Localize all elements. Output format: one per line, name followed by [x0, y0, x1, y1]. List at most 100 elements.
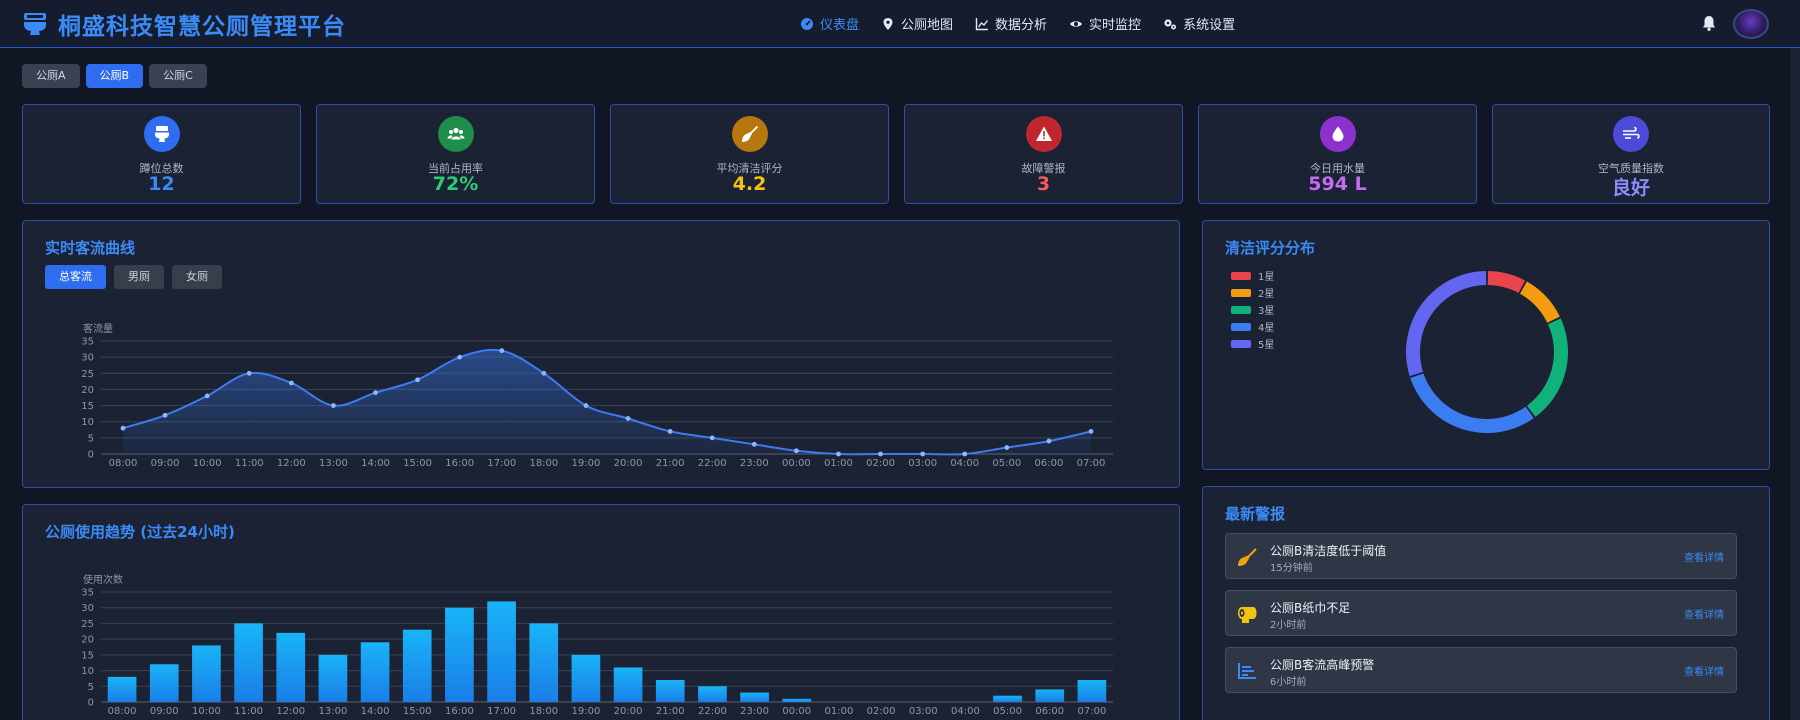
legend-swatch — [1231, 339, 1251, 348]
chip-male[interactable]: 男厕 — [114, 265, 164, 289]
gears-icon — [1164, 18, 1177, 29]
stat-value: 72% — [432, 173, 479, 195]
x-tick-label: 05:00 — [992, 458, 1021, 469]
y-tick-label: 0 — [88, 450, 94, 461]
x-tick-label: 19:00 — [572, 706, 601, 717]
legend-swatch — [1231, 271, 1251, 280]
y-tick-label: 25 — [81, 369, 94, 380]
clean-score-title: 清洁评分分布 — [1225, 239, 1316, 257]
series-area — [123, 349, 1091, 455]
x-tick-label: 00:00 — [782, 706, 811, 717]
toilet-icon — [24, 13, 46, 35]
bell-icon[interactable] — [1700, 14, 1718, 32]
x-tick-label: 03:00 — [908, 458, 937, 469]
nav-dashboard[interactable]: 仪表盘 — [800, 14, 859, 33]
x-tick-label: 09:00 — [151, 458, 180, 469]
tab-toilet-b[interactable]: 公厕B — [85, 64, 144, 88]
brand[interactable]: 桐盛科技智慧公厕管理平台 — [22, 10, 346, 40]
legend-item[interactable]: 4星 — [1231, 318, 1274, 335]
x-tick-label: 15:00 — [403, 458, 432, 469]
clean-score-panel: 清洁评分分布 1星 2星 3星 4星 5星 — [1202, 220, 1770, 470]
line-chart-icon — [975, 17, 989, 30]
donut-slice — [1520, 281, 1560, 323]
stat-value: 良好 — [1611, 177, 1650, 199]
x-tick-label: 09:00 — [150, 706, 179, 717]
x-tick-label: 14:00 — [361, 458, 390, 469]
chip-female[interactable]: 女厕 — [172, 265, 222, 289]
alert-details-link[interactable]: 查看详情 — [1684, 610, 1724, 621]
alert-time: 6小时前 — [1270, 677, 1307, 688]
bar — [318, 654, 348, 702]
x-tick-label: 22:00 — [698, 458, 727, 469]
data-point — [1004, 445, 1010, 450]
clean-score-donut — [1406, 271, 1568, 433]
data-point — [836, 451, 841, 457]
tab-toilet-c[interactable]: 公厕C — [149, 64, 207, 88]
stat-label: 当前占用率 — [428, 162, 483, 175]
bar — [613, 667, 643, 702]
stat-value: 4.2 — [732, 173, 767, 195]
nav-monitor[interactable]: 实时监控 — [1069, 14, 1141, 33]
broom-icon — [1238, 548, 1257, 566]
alert-item[interactable]: 公厕B客流高峰预警 6小时前 查看详情 — [1225, 647, 1737, 693]
y-tick-label: 15 — [81, 650, 94, 661]
data-point — [1088, 429, 1094, 434]
alert-title: 公厕B纸巾不足 — [1270, 601, 1351, 615]
alert-item[interactable]: 公厕B清洁度低于阈值 15分钟前 查看详情 — [1225, 533, 1737, 579]
data-point — [1046, 438, 1052, 444]
data-point — [583, 403, 589, 408]
y-tick-label: 10 — [81, 666, 94, 677]
bar — [402, 629, 432, 702]
tab-toilet-a[interactable]: 公厕A — [22, 64, 80, 88]
nav-analytics[interactable]: 数据分析 — [975, 14, 1047, 33]
data-point — [709, 435, 715, 441]
data-point — [120, 425, 126, 431]
stat-card-water: 今日用水量 594 L — [1198, 104, 1477, 204]
x-tick-label: 10:00 — [192, 706, 221, 717]
legend-item[interactable]: 3星 — [1231, 301, 1274, 318]
scrollbar[interactable] — [1790, 48, 1800, 720]
x-tick-label: 08:00 — [109, 458, 138, 469]
broom-icon — [741, 125, 758, 142]
flow-line-chart: 0 5 10 15 20 25 30 35 客流量 08:00 09:00 10:00 11:00 12:… — [81, 322, 1113, 469]
water-drop-icon — [1332, 126, 1343, 142]
legend-item[interactable]: 5星 — [1231, 335, 1274, 352]
data-point — [162, 412, 168, 418]
bar — [993, 695, 1022, 702]
clean-score-legend: 1星 2星 3星 4星 5星 — [1231, 267, 1274, 352]
legend-label: 2星 — [1258, 289, 1275, 300]
x-tick-label: 07:00 — [1078, 706, 1107, 717]
data-point — [457, 354, 463, 360]
chart-area-icon — [1238, 663, 1256, 679]
stat-icon-bg — [1613, 116, 1649, 152]
x-tick-label: 10:00 — [193, 458, 222, 469]
x-tick-label: 03:00 — [909, 706, 938, 717]
bar — [149, 664, 179, 702]
alert-details-link[interactable]: 查看详情 — [1684, 553, 1724, 564]
avatar[interactable] — [1733, 9, 1769, 39]
x-tick-label: 11:00 — [235, 458, 264, 469]
x-tick-label: 23:00 — [740, 706, 769, 717]
legend-item[interactable]: 1星 — [1231, 267, 1274, 284]
alert-details-link[interactable]: 查看详情 — [1684, 667, 1724, 678]
x-tick-label: 00:00 — [782, 458, 811, 469]
alert-time: 2小时前 — [1270, 620, 1307, 631]
chip-total-flow[interactable]: 总客流 — [45, 265, 106, 289]
legend-item[interactable]: 2星 — [1231, 284, 1274, 301]
donut-slice — [1487, 271, 1526, 293]
legend-swatch — [1231, 322, 1251, 331]
nav-settings[interactable]: 系统设置 — [1163, 14, 1235, 33]
x-tick-label: 01:00 — [824, 458, 853, 469]
toilet-tabs: 公厕A 公厕B 公厕C — [22, 64, 207, 88]
data-point — [246, 370, 252, 376]
bar — [360, 642, 390, 702]
legend-label: 1星 — [1258, 272, 1275, 283]
y-tick-label: 0 — [88, 698, 94, 709]
eye-icon — [1070, 20, 1083, 27]
bar — [1077, 680, 1107, 702]
stat-card-clean-score: 平均清洁评分 4.2 — [610, 104, 889, 204]
bar — [487, 601, 516, 702]
gauge-icon — [801, 17, 813, 30]
alert-item[interactable]: 公厕B纸巾不足 2小时前 查看详情 — [1225, 590, 1737, 636]
nav-map[interactable]: 公厕地图 — [881, 14, 953, 33]
